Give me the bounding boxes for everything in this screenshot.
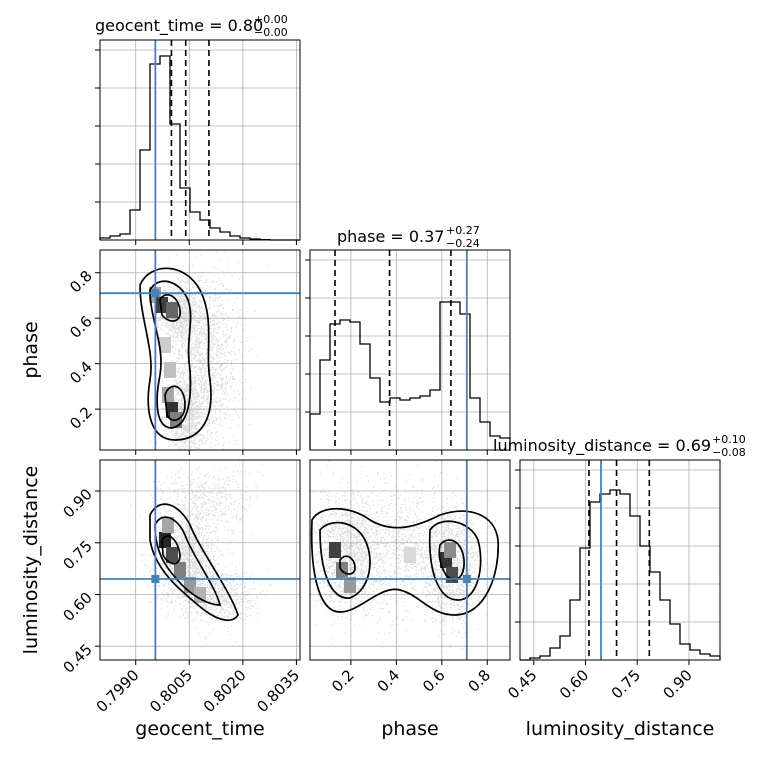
contour-line (161, 535, 181, 565)
density-cell (174, 562, 186, 578)
contour-line (139, 267, 212, 441)
xlabel-phase: phase (381, 718, 438, 740)
scatter-layer (139, 251, 270, 450)
x-tick-label: 0.60 (556, 666, 592, 702)
y-tick-label: 0.75 (59, 537, 95, 573)
truth-marker (151, 289, 160, 298)
ylabel-phase: phase (20, 321, 42, 378)
panel-frame (309, 459, 511, 661)
title-luminosity-distance-sup: +0.10 (712, 433, 746, 446)
density-cell (162, 517, 174, 533)
contour-line (319, 521, 371, 599)
title-geocent-time-sup: +0.00 (254, 13, 288, 26)
contour-line (154, 516, 222, 606)
title-luminosity-distance-sub: −0.08 (712, 446, 746, 459)
x-tick-label: 0.45 (504, 666, 540, 702)
x-tick-label: 0.8035 (253, 666, 303, 716)
density-cell (194, 587, 206, 603)
panel-frame (99, 39, 301, 241)
panel-frame (99, 249, 301, 451)
panel-frame (309, 249, 511, 451)
density-cell (156, 297, 168, 313)
histogram-step (99, 55, 300, 241)
panel-frame (99, 459, 301, 661)
diag-panel-geocent_time (95, 39, 301, 245)
x-tick-label: 0.8020 (200, 666, 250, 716)
contour-line (164, 385, 186, 422)
density-cell (166, 302, 178, 318)
title-phase: phase = 0.37 (337, 227, 444, 246)
scatter-points (130, 460, 272, 645)
x-tick-label: 0.90 (659, 666, 695, 702)
title-phase-sub: −0.24 (446, 237, 480, 250)
scatter-layer (130, 460, 272, 645)
y-tick-label: 0.8 (66, 267, 96, 297)
y-tick-label: 0.4 (66, 358, 96, 388)
y-tick-label: 0.90 (59, 485, 95, 521)
xlabel-geocent-time: geocent_time (135, 718, 264, 740)
y-tick-label: 0.6 (66, 312, 96, 342)
contour-line (149, 503, 239, 622)
x-tick-label: 0.2 (328, 666, 358, 696)
scatter-points (142, 251, 270, 450)
density-cell (404, 547, 416, 563)
title-geocent-time-sub: −0.00 (254, 26, 288, 39)
density-cell (159, 337, 171, 353)
density-cell (344, 577, 356, 593)
density-cell (164, 362, 176, 378)
contour-line (339, 555, 356, 575)
scatter-points (310, 460, 497, 652)
title-phase-sup: +0.27 (446, 224, 480, 237)
title-luminosity-distance: luminosity_distance = 0.69 (493, 436, 711, 456)
density-cell (329, 542, 341, 558)
scatter-layer (310, 460, 499, 652)
x-tick-label: 0.8 (465, 666, 495, 696)
x-tick-label: 0.7990 (93, 666, 143, 716)
diag-panel-phase (305, 249, 511, 455)
contour-line (310, 508, 499, 616)
contour-line (159, 293, 181, 322)
y-tick-label: 0.60 (59, 589, 95, 625)
x-tick-label: 0.8005 (146, 666, 196, 716)
panel-2d-phase-luminosity_distance (309, 459, 511, 665)
histogram-step (520, 489, 721, 661)
truth-marker (462, 574, 471, 583)
contour-line (149, 280, 192, 429)
x-tick-label: 0.75 (608, 666, 644, 702)
histogram-step (309, 301, 511, 450)
xlabel-luminosity-distance: luminosity_distance (526, 718, 715, 740)
panel-frame (519, 459, 721, 661)
panel-2d-geocent_time-luminosity_distance (95, 459, 301, 665)
x-tick-label: 0.6 (419, 666, 449, 696)
panel-2d-geocent_time-phase (95, 249, 301, 455)
title-geocent-time: geocent_time = 0.80 (95, 16, 263, 36)
y-tick-label: 0.45 (59, 640, 95, 676)
x-tick-label: 0.4 (374, 666, 404, 696)
y-tick-label: 0.2 (66, 403, 96, 433)
diag-panel-luminosity_distance (515, 459, 721, 665)
truth-marker (151, 574, 160, 583)
density-cell (166, 547, 178, 563)
density-cell (446, 567, 458, 583)
ylabel-luminosity-distance: luminosity_distance (20, 466, 42, 655)
density-cell (159, 532, 171, 548)
contour-line (438, 539, 465, 581)
density-cell (444, 542, 456, 558)
